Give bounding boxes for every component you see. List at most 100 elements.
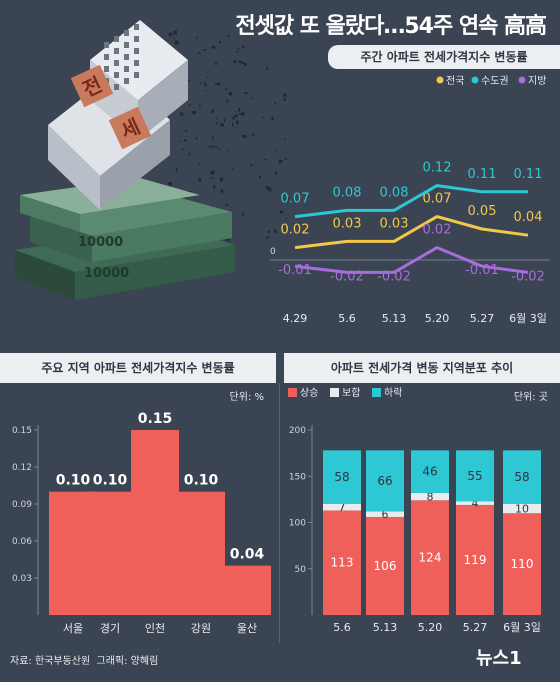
bar-value-label: 0.10: [184, 473, 219, 489]
y-tick-label: 0.15: [12, 426, 32, 436]
debris-particle: [212, 145, 214, 149]
y-tick-label: 150: [289, 472, 306, 482]
weekly-line-chart: 전국 수도권 지방 0 0.02 0.03 0.030.070.05 0.040.07 0.…: [270, 75, 550, 325]
bar-segment: [323, 450, 361, 504]
x-tick-label: 5.20: [425, 312, 450, 325]
debris-particle: [284, 138, 286, 141]
window: [134, 72, 139, 78]
debris-particle: [213, 146, 218, 148]
data-label: 0.08: [333, 185, 362, 200]
data-label: 0.03: [380, 216, 409, 231]
window: [124, 54, 129, 60]
chart3-y-axis: 50 100 150 200: [289, 425, 313, 615]
debris-particle: [238, 60, 243, 64]
debris-particle: [185, 129, 187, 133]
y-tick-label: 0.09: [12, 500, 32, 510]
bar-value-label: 0.10: [93, 473, 128, 489]
debris-particle: [208, 145, 212, 148]
legend-label: 하락: [384, 386, 402, 399]
bar-segment: [411, 500, 449, 615]
debris-particle: [188, 104, 191, 106]
series-line: [294, 215, 529, 250]
debris-particle: [192, 111, 196, 115]
y-tick-label: 100: [289, 519, 306, 529]
x-tick-label: 울산: [237, 622, 257, 635]
bar-segment: [323, 504, 361, 511]
data-label: 0.05: [468, 204, 497, 219]
graphic-credit: 그래픽: 양혜림: [96, 656, 159, 667]
debris-particle: [213, 185, 216, 189]
debris-particle: [274, 171, 277, 175]
y-tick-label: 0.03: [12, 574, 32, 584]
bar: [177, 491, 225, 615]
debris-particle: [275, 149, 277, 151]
data-label: 0.08: [380, 185, 409, 200]
debris-particle: [232, 122, 234, 127]
debris-particle: [236, 120, 239, 125]
x-tick-label: 6월 3일: [503, 620, 541, 634]
bar-segment: [411, 492, 449, 501]
y-tick-label: 0.06: [12, 537, 32, 547]
debris-particle: [204, 82, 207, 87]
debris-particle: [197, 52, 201, 54]
debris-particle: [173, 30, 177, 35]
window: [134, 36, 139, 42]
banknote-value: 10000: [84, 266, 129, 281]
debris-particle: [262, 116, 264, 119]
bar-segment: [456, 450, 494, 502]
banknote-value: 10000: [78, 235, 123, 250]
window: [124, 42, 129, 48]
data-label: 0.04: [514, 210, 543, 225]
debris-particle: [266, 236, 270, 239]
x-tick-label: 5.27: [470, 312, 495, 325]
debris-particle: [225, 88, 228, 91]
debris-particle: [181, 148, 185, 151]
debris-particle: [282, 30, 285, 33]
debris-particle: [220, 123, 224, 127]
debris-particle: [251, 97, 253, 100]
data-label: -0.02: [377, 269, 411, 284]
logo-text: 뉴스1: [476, 648, 522, 669]
legend-swatch: [330, 388, 339, 397]
debris-particle: [242, 212, 245, 217]
debris-particle: [186, 79, 191, 82]
data-label: -0.01: [278, 263, 312, 278]
bar-value-label: 0.10: [56, 473, 91, 489]
debris-particle: [234, 114, 238, 118]
footer-credits: 자료: 한국부동산원 그래픽: 양혜림: [10, 652, 158, 667]
bar-segment: [503, 513, 541, 615]
segment-label: 7: [339, 501, 346, 514]
data-label: 0.11: [514, 167, 543, 182]
debris-particle: [178, 140, 180, 142]
segment-label: 66: [377, 474, 392, 488]
debris-particle: [225, 204, 229, 206]
bar-value-label: 0.15: [138, 411, 173, 427]
regional-bar-chart: 0.030.060.090.120.15 0.10서울0.10경기0.15인천0…: [12, 411, 271, 635]
window: [134, 48, 139, 54]
data-label: -0.02: [511, 269, 545, 284]
segment-label: 124: [419, 551, 442, 565]
debris-particle: [274, 102, 277, 105]
window: [114, 36, 119, 42]
debris-particle: [264, 158, 267, 161]
debris-particle: [241, 31, 243, 34]
segment-label: 46: [422, 465, 437, 479]
legend-marker: [518, 76, 526, 84]
money-stack: [15, 178, 235, 300]
window: [124, 30, 129, 36]
window: [104, 66, 109, 72]
legend-label: 상승: [300, 387, 318, 399]
chart1-series: 0.02 0.03 0.03 0.07 0.05 0.04 0.07 0.08 0.08 0.12…: [278, 161, 545, 285]
debris-particle: [282, 93, 287, 97]
debris-particle: [175, 168, 178, 172]
debris-particle: [218, 147, 221, 150]
data-label: -0.02: [330, 269, 364, 284]
debris-particle: [260, 58, 263, 60]
bar-segment: [503, 504, 541, 514]
debris-particle: [238, 113, 243, 115]
debris-particle: [183, 139, 187, 142]
debris-particle: [252, 133, 255, 137]
y-tick-label: 200: [289, 426, 306, 436]
debris-particle: [278, 160, 283, 164]
